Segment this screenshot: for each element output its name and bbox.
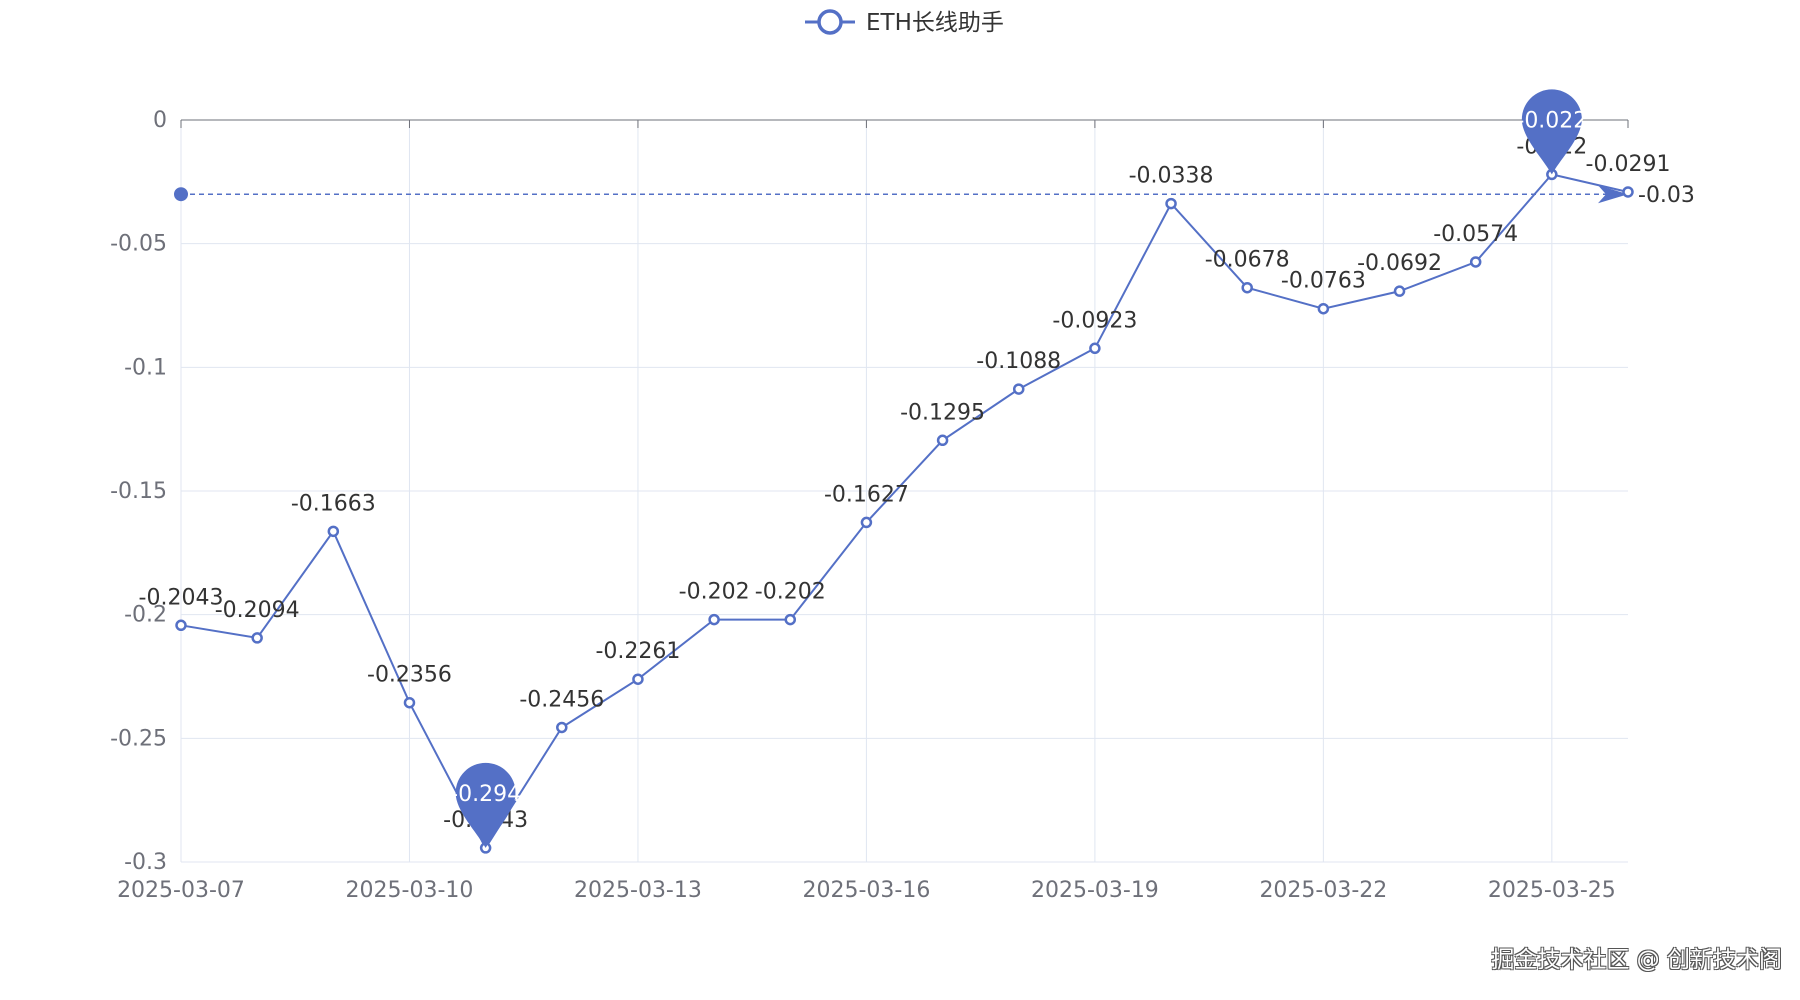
- data-label: -0.0692: [1357, 251, 1442, 276]
- x-tick-label: 2025-03-25: [1488, 878, 1616, 903]
- min-mark-label: -0.294: [450, 782, 521, 807]
- data-point: [632, 673, 644, 685]
- y-tick-label: -0.25: [110, 726, 167, 751]
- data-point: [175, 619, 187, 632]
- data-point: [556, 721, 568, 734]
- data-point: [403, 696, 416, 709]
- data-point: [708, 613, 720, 626]
- data-point: [936, 434, 949, 447]
- data-point: [1165, 197, 1177, 210]
- data-point: [860, 516, 873, 529]
- y-tick-label: -0.1: [124, 355, 167, 380]
- legend-label: ETH长线助手: [866, 10, 1004, 36]
- data-point: [784, 613, 797, 626]
- data-label: -0.2043: [139, 585, 224, 610]
- y-tick-label: -0.3: [124, 850, 167, 875]
- data-point: [251, 632, 263, 644]
- y-tick-label: -0.05: [110, 232, 167, 257]
- max-mark-label: -0.022: [1516, 108, 1587, 133]
- series-line: [180, 173, 1629, 850]
- y-tick-label: -0.2: [124, 603, 167, 628]
- x-tick-label: 2025-03-07: [117, 878, 245, 903]
- mark-line-label: -0.03: [1638, 183, 1695, 208]
- data-point: [1622, 186, 1634, 198]
- data-label: -0.1088: [976, 349, 1061, 374]
- x-tick-label: 2025-03-10: [346, 878, 474, 903]
- data-label: -0.2094: [215, 598, 300, 623]
- data-label: -0.2261: [595, 639, 680, 664]
- data-label: -0.0763: [1281, 269, 1366, 294]
- x-tick-label: 2025-03-13: [574, 878, 702, 903]
- x-tick-label: 2025-03-16: [802, 878, 930, 903]
- data-point: [1089, 342, 1101, 355]
- data-label: -0.202: [755, 580, 826, 605]
- mark-line-start-dot: [174, 187, 188, 202]
- data-label: -0.0338: [1129, 164, 1214, 189]
- mark-line-arrow-icon: [1598, 185, 1628, 204]
- x-tick-label: 2025-03-19: [1031, 878, 1159, 903]
- data-label: -0.0574: [1433, 222, 1518, 247]
- data-point: [1469, 256, 1482, 268]
- data-label: -0.202: [679, 580, 750, 605]
- x-tick-label: 2025-03-22: [1259, 878, 1387, 903]
- data-point: [1012, 383, 1025, 395]
- data-label: -0.1663: [291, 491, 376, 516]
- y-tick-label: -0.15: [110, 479, 167, 504]
- data-point: [1317, 302, 1330, 315]
- data-point: [1393, 285, 1406, 297]
- watermark: 掘金技术社区 @ 创新技术阁: [1491, 947, 1782, 973]
- data-label: -0.2456: [519, 687, 604, 712]
- data-label: -0.1627: [824, 482, 909, 507]
- data-point: [1241, 281, 1253, 294]
- data-label: -0.2356: [367, 663, 452, 688]
- data-label: -0.0291: [1586, 152, 1671, 177]
- data-label: -0.0678: [1205, 248, 1290, 273]
- min-mark-pin-icon: [455, 762, 516, 848]
- data-label: -0.0923: [1052, 308, 1137, 333]
- max-mark-pin-icon: [1521, 89, 1582, 175]
- legend-marker-icon: [817, 9, 843, 35]
- y-tick-label: 0: [153, 108, 167, 133]
- data-label: -0.1295: [900, 400, 985, 425]
- data-point: [327, 525, 340, 538]
